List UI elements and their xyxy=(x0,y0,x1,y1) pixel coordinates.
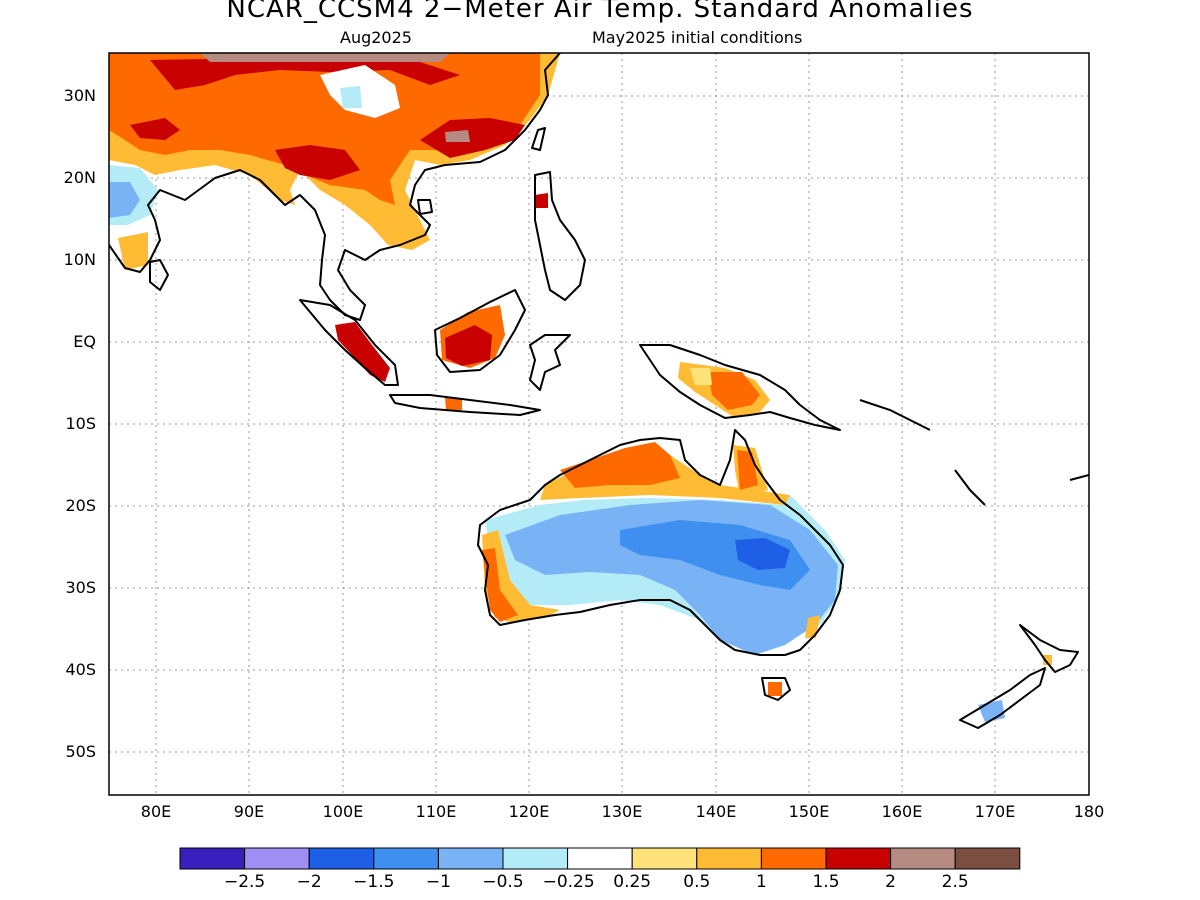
anomaly-newguinea-orange xyxy=(708,372,760,410)
initial-conditions: May2025 initial conditions xyxy=(592,28,803,47)
anomaly-china-brown xyxy=(445,130,470,142)
colorbar-label: −1.5 xyxy=(353,872,395,892)
colorbar-swatch xyxy=(373,847,439,870)
hainan-coastline xyxy=(417,199,433,215)
lon-tick-label: 120E xyxy=(508,802,550,821)
colorbar-label: 1 xyxy=(755,872,767,892)
colorbar-label: 0.25 xyxy=(613,872,652,892)
colorbar-label: −2.5 xyxy=(223,872,266,892)
colorbar-label: −0.25 xyxy=(542,872,595,892)
newguinea-coastline xyxy=(639,344,841,431)
anomaly-aus-cool-mid xyxy=(620,520,810,590)
colorbar-swatch xyxy=(567,847,633,870)
lon-tick-label: 150E xyxy=(788,802,830,821)
anomaly-tasmania xyxy=(768,682,782,696)
colorbar-swatch xyxy=(760,847,827,870)
anomaly-indochina-red xyxy=(275,145,360,180)
lat-tick-label: 30S xyxy=(65,578,96,597)
srilanka-coastline xyxy=(149,259,169,291)
taiwan-coastline xyxy=(531,127,546,151)
anomaly-sumatra xyxy=(335,322,390,382)
anomaly-philippines xyxy=(535,193,548,208)
lon-tick-label: 160E xyxy=(881,802,923,821)
anomaly-aus-west-orange xyxy=(482,548,518,622)
colorbar-swatch xyxy=(437,847,504,870)
lon-tick-label: 100E xyxy=(322,802,364,821)
map-title: NCAR_CCSM4 2−Meter Air Temp. Standard An… xyxy=(226,0,974,24)
coastlines xyxy=(109,53,1089,729)
colorbar-swatch xyxy=(825,847,892,870)
tasmania-coastline xyxy=(761,677,791,701)
colorbar-swatch xyxy=(954,847,1021,870)
anomaly-asia-red xyxy=(150,58,460,90)
colorbar-label: 2 xyxy=(885,872,896,892)
colorbar-swatch xyxy=(179,847,246,870)
australia-coastline xyxy=(477,429,844,656)
map-frame xyxy=(108,52,1090,796)
nz-south-coastline xyxy=(959,667,1046,729)
anomaly-srilanka-warm xyxy=(118,232,148,270)
colorbar-swatch xyxy=(631,847,698,870)
anomaly-india-red xyxy=(130,118,180,140)
colorbar-label: 2.5 xyxy=(941,872,969,892)
anomaly-java xyxy=(445,398,462,410)
anomaly-fill-layer xyxy=(109,53,1052,722)
lon-tick-label: 130E xyxy=(601,802,643,821)
anomaly-newguinea-yellow xyxy=(690,368,712,385)
forecast-month: Aug2025 xyxy=(340,28,412,47)
lat-tick-label: 30N xyxy=(63,86,96,105)
anomaly-tibet-cool xyxy=(340,86,362,108)
lat-tick-label: 10S xyxy=(65,414,96,433)
lon-tick-label: 140E xyxy=(695,802,737,821)
anomaly-china-red xyxy=(420,118,525,158)
java-coastline xyxy=(389,394,541,416)
colorbar-swatch xyxy=(244,847,310,870)
lon-tick-label: 90E xyxy=(233,802,265,821)
colorbar-label: 1.5 xyxy=(812,872,840,892)
lon-tick-label: 110E xyxy=(415,802,457,821)
lat-tick-label: 20S xyxy=(65,496,96,515)
colorbar-swatch xyxy=(502,847,569,870)
colorbar-label: −1 xyxy=(425,872,451,892)
lat-tick-label: 50S xyxy=(65,742,96,761)
anomaly-tibet-brown xyxy=(200,53,450,62)
sulawesi-coastline xyxy=(529,334,571,391)
asia-coastline xyxy=(109,53,561,321)
anomaly-aus-cool-deep xyxy=(735,538,790,570)
colorbar xyxy=(179,847,1021,870)
lat-tick-label: 10N xyxy=(63,250,96,269)
borneo-coastline xyxy=(434,289,526,373)
lat-tick-label: 20N xyxy=(63,168,96,187)
lat-tick-label: 40S xyxy=(65,660,96,679)
colorbar-label: −2 xyxy=(296,872,322,892)
colorbar-swatch xyxy=(696,847,762,870)
lat-tick-label: EQ xyxy=(73,332,96,351)
colorbar-swatch xyxy=(308,847,375,870)
sumatra-coastline xyxy=(299,299,399,386)
anomaly-bengal-blue xyxy=(109,182,140,218)
anomaly-asia-orange xyxy=(109,53,540,205)
colorbar-swatch xyxy=(890,847,956,870)
nz-north-coastline xyxy=(1019,624,1079,673)
colorbar-label: 0.5 xyxy=(683,872,711,892)
colorbar-label: −0.5 xyxy=(482,872,524,892)
anomaly-borneo-red xyxy=(445,325,492,366)
anomaly-nz-warm xyxy=(1043,655,1052,665)
lon-tick-label: 170E xyxy=(974,802,1016,821)
melanesia-coastline xyxy=(859,399,1089,506)
anomaly-aus-north-orange xyxy=(560,442,680,488)
lon-tick-label: 80E xyxy=(140,802,172,821)
philippines-coastline xyxy=(534,171,586,301)
lon-tick-label: 180 xyxy=(1073,802,1105,821)
